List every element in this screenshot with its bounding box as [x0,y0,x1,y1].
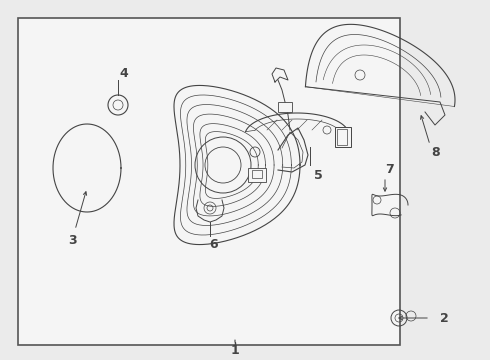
Text: 7: 7 [385,162,393,176]
Text: 8: 8 [432,145,441,158]
Bar [248,168,266,182]
Bar [335,127,351,147]
Bar [337,129,347,145]
Bar [278,102,292,112]
Text: 1: 1 [231,343,240,356]
Text: 4: 4 [120,67,128,80]
Text: 2: 2 [440,311,449,324]
Bar [252,170,262,178]
Text: 5: 5 [314,168,322,181]
Text: 3: 3 [68,234,76,247]
Text: 6: 6 [210,238,219,251]
Bar [18,18,400,345]
